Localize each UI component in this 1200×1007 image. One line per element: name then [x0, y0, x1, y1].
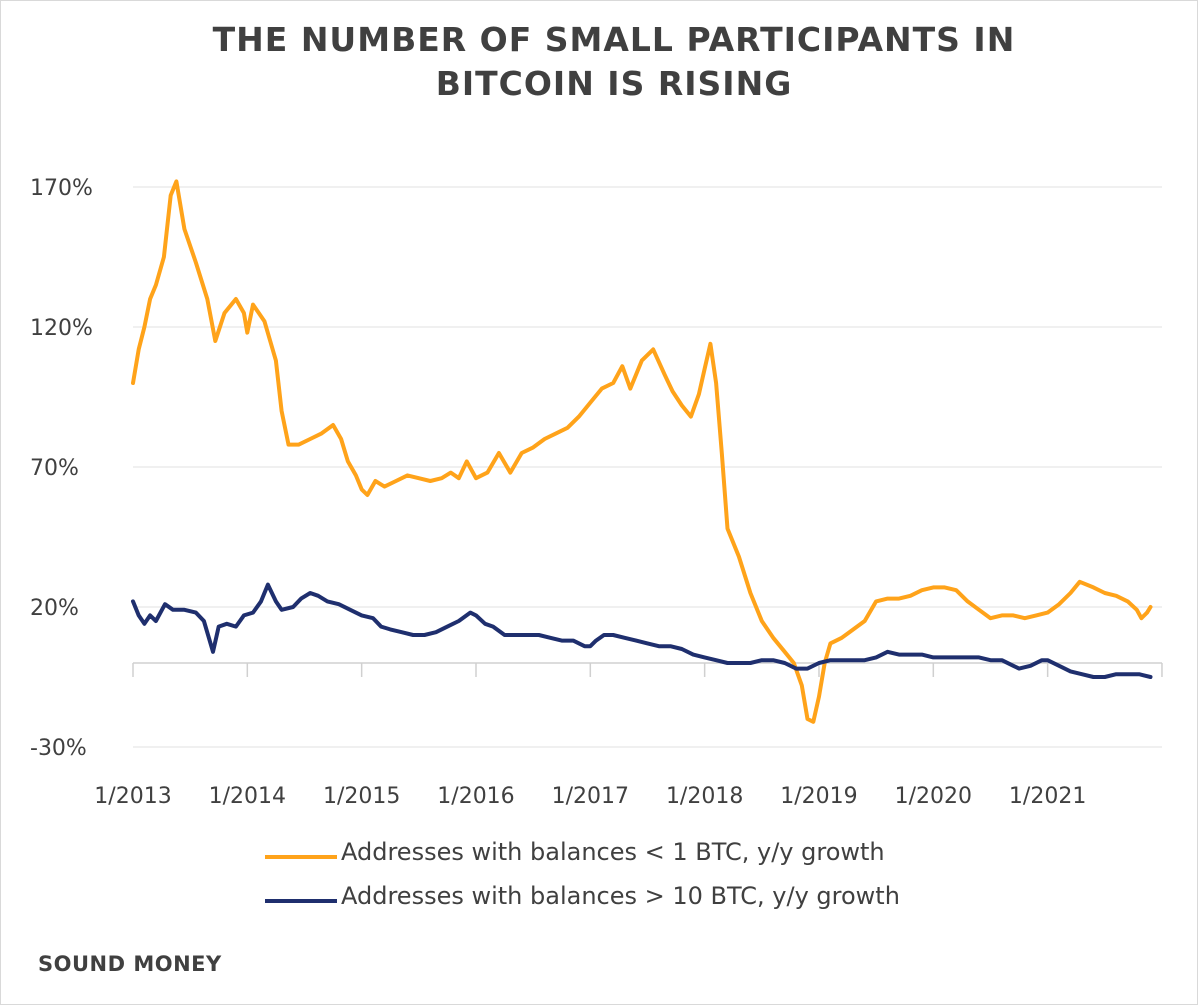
x-tick-label: 1/2013 — [94, 784, 171, 809]
x-tick-label: 1/2021 — [1009, 784, 1086, 809]
legend-label-large-addresses: Addresses with balances > 10 BTC, y/y gr… — [341, 882, 900, 910]
chart-title-line-1: THE NUMBER OF SMALL PARTICIPANTS IN — [212, 20, 1016, 59]
chart-title-line-2: BITCOIN IS RISING — [435, 64, 793, 103]
legend-label-small-addresses: Addresses with balances < 1 BTC, y/y gro… — [341, 838, 885, 866]
y-tick-label: 70% — [30, 456, 79, 481]
y-tick-label: 170% — [30, 176, 93, 201]
y-tick-label: 20% — [30, 596, 79, 621]
x-tick-label: 1/2016 — [437, 784, 514, 809]
y-tick-label: -30% — [30, 736, 87, 761]
chart-title: THE NUMBER OF SMALL PARTICIPANTS IN BITC… — [0, 18, 1200, 106]
x-tick-label: 1/2018 — [666, 784, 743, 809]
y-axis-tick-labels: 170% 120% 70% 20% -30% — [30, 176, 93, 761]
x-tick-label: 1/2019 — [780, 784, 857, 809]
legend-swatch-navy — [265, 899, 337, 903]
legend-swatch-orange — [265, 855, 337, 859]
x-tick-label: 1/2017 — [552, 784, 629, 809]
y-tick-label: 120% — [30, 316, 93, 341]
x-tick-label: 1/2015 — [323, 784, 400, 809]
gridlines — [133, 186, 1162, 748]
x-axis — [132, 662, 1163, 677]
source-label: SOUND MONEY — [38, 952, 222, 976]
series-line-large-addresses — [131, 582, 1153, 679]
x-axis-tick-labels: 1/2013 1/2014 1/2015 1/2016 1/2017 1/2018 1/20… — [94, 784, 1086, 809]
series-line-small-addresses — [131, 179, 1153, 724]
x-tick-label: 1/2014 — [209, 784, 286, 809]
x-tick-label: 1/2020 — [895, 784, 972, 809]
series-lines — [131, 179, 1153, 724]
